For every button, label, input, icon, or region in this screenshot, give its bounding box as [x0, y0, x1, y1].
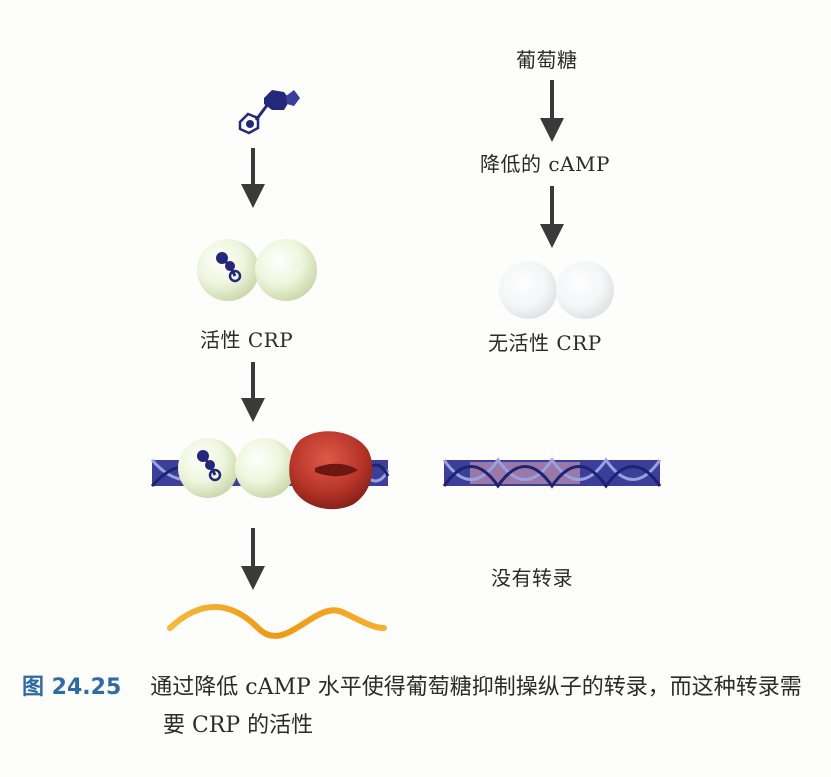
label-active-crp: 活性 CRP: [200, 328, 294, 352]
inactive-crp-dimer: [499, 261, 614, 319]
caption-text: 通过降低 cAMP 水平使得葡萄糖抑制操纵子的转录，而这种转录需要 CRP 的活…: [150, 675, 802, 738]
active-crp-dimer: [197, 239, 317, 301]
bound-camp-icon-dna: [197, 450, 222, 482]
label-glucose: 葡萄糖: [516, 48, 578, 72]
dna-without-complex: [442, 457, 662, 489]
catabolite-repression-diagram: [150, 80, 662, 639]
mrna-transcript: [167, 604, 387, 639]
bound-camp-icon: [216, 252, 242, 283]
figure-number: 图 24.25: [22, 675, 122, 700]
figure-caption: 图 24.25 通过降低 cAMP 水平使得葡萄糖抑制操纵子的转录，而这种转录需…: [22, 669, 803, 745]
label-inactive-crp: 无活性 CRP: [488, 331, 602, 355]
camp-molecule: [238, 90, 300, 135]
label-lowered-camp: 降低的 cAMP: [480, 152, 610, 176]
label-no-transcription: 没有转录: [491, 566, 573, 590]
crp-sphere-2: [235, 438, 295, 498]
rna-polymerase: [289, 431, 373, 510]
dna-with-activated-complex: [150, 431, 390, 510]
